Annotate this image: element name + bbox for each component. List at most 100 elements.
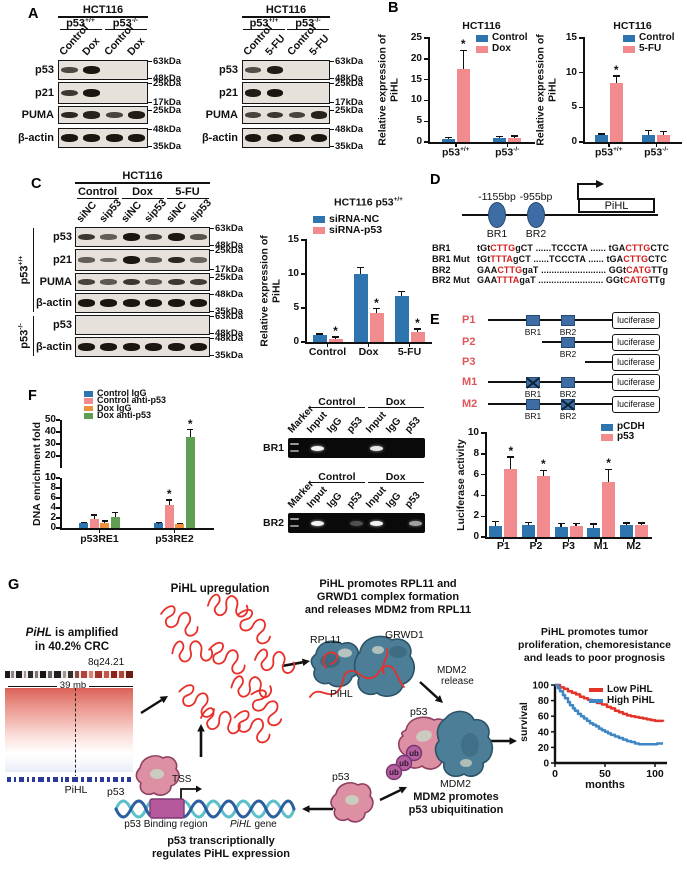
data-bar <box>110 517 120 528</box>
pihl-rna-squiggle <box>254 648 296 674</box>
significance-star: * <box>606 456 611 471</box>
construct-site-box <box>526 314 540 326</box>
kda-tick <box>330 145 334 147</box>
legend-swatch <box>476 35 488 42</box>
survival-chart: 0 20 40 60 80 100 0 50 100 <box>532 681 667 780</box>
protein-band <box>60 89 78 97</box>
legend-swatch <box>601 434 613 441</box>
data-bar <box>89 519 99 528</box>
sup-el: +/+ <box>613 146 623 153</box>
data-bar <box>508 137 522 142</box>
protein-band <box>77 343 95 351</box>
ideogram-segment <box>95 671 102 678</box>
y-tick <box>481 473 485 476</box>
significance-star: * <box>460 37 466 52</box>
pihl-rna-squiggle <box>160 605 199 637</box>
blot-strip <box>75 227 210 247</box>
y-axis-label: Relative expression of PiHL <box>534 34 558 146</box>
error-bar-cap <box>492 520 500 523</box>
sequence-segment: TTg <box>651 264 669 275</box>
complex-title-line3: and releases MDM2 from RPL11 <box>304 604 472 616</box>
panel-d-label: D <box>430 172 441 188</box>
survival-y-tick-label: 80 <box>538 696 550 707</box>
y-tick-label: 30 <box>44 438 56 449</box>
gene-track-segment <box>65 777 69 782</box>
sup-el: +/+ <box>17 255 25 266</box>
p53-free-label: p53 <box>332 771 350 783</box>
error-bar-cap <box>572 522 580 525</box>
kda-label: 48kDa <box>335 73 363 84</box>
y-tick <box>579 37 583 39</box>
p53-binding-region-box <box>149 798 185 819</box>
kda-label: 48kDa <box>215 289 243 300</box>
protein-band <box>288 111 306 119</box>
sequence-mut-segment: CTTG <box>490 243 516 253</box>
protein-band <box>167 299 185 307</box>
genotype-label: p53+/+ <box>238 17 290 30</box>
error-bar-cap <box>80 521 87 523</box>
protein-band <box>190 257 208 263</box>
error-bar-line <box>648 130 650 136</box>
span-el: HCT116 p53 <box>334 196 394 209</box>
error-bar-line <box>625 522 627 525</box>
cytoband-label: 8q24.21 <box>88 657 125 668</box>
x-category-label: P2 <box>529 540 543 552</box>
protein-band <box>128 134 146 142</box>
legend-label: Control IgG <box>97 388 147 398</box>
data-bar <box>79 523 89 528</box>
error-bar-cap <box>622 522 630 524</box>
x-axis <box>428 142 535 144</box>
gel-band <box>369 445 383 451</box>
span-el: p53 <box>442 146 461 159</box>
error-bar-line <box>114 512 116 517</box>
error-bar-cap <box>444 136 452 139</box>
kda-tick <box>148 82 152 84</box>
legend-swatch <box>84 391 93 397</box>
data-bar <box>602 481 616 537</box>
kda-tick <box>210 293 214 295</box>
error-bar-cap <box>539 469 547 472</box>
y-tick <box>579 141 583 143</box>
sequence-segment: gCT <box>515 243 533 253</box>
construct-line <box>585 361 612 363</box>
protein-band <box>60 67 78 73</box>
gel-group-label: Control <box>318 396 356 408</box>
sup-el: -/- <box>662 146 669 153</box>
pihl-gene-rest: gene <box>251 819 277 830</box>
protein-label: p21 <box>35 86 54 99</box>
significance-star: * <box>166 487 172 501</box>
sup-el: +/+ <box>85 17 95 24</box>
kda-label: 35kDa <box>335 141 363 152</box>
kda-label: 48kDa <box>215 333 243 344</box>
span-el: p53 <box>66 17 86 30</box>
gel-band <box>369 520 383 526</box>
data-bar <box>394 295 409 342</box>
panel-e-label: E <box>430 312 440 328</box>
genotype-label: p53-/- <box>282 17 334 30</box>
ideogram-segment <box>11 671 14 678</box>
y-tick-label: 0 <box>416 136 422 147</box>
legend-swatch <box>313 227 325 234</box>
kda-label: 17kDa <box>215 264 243 275</box>
genome-to-rna-arrow-head <box>159 696 168 704</box>
y-tick <box>56 517 60 519</box>
pihl-rna-squiggle <box>171 640 214 663</box>
legend-swatch <box>623 45 635 53</box>
p53-highlight <box>416 730 432 742</box>
y-tick-label: 8 <box>50 482 56 493</box>
side-genotype-bracket <box>33 316 35 356</box>
binding-region-label: p53 Binding region <box>124 819 208 830</box>
kda-tick <box>148 109 152 111</box>
kda-label: 63kDa <box>335 56 363 67</box>
x-category-label: p53+/+ <box>583 146 635 159</box>
complex-title-line1: PiHL promotes RPL11 and <box>319 578 457 590</box>
legend-swatch <box>84 398 93 404</box>
error-bar-line <box>400 291 403 296</box>
sequence-name: BR2 Mut <box>432 275 470 286</box>
x-tick <box>98 530 101 533</box>
y-tick-label: 10 <box>410 94 422 106</box>
position-label: -955bp <box>519 191 553 203</box>
y-tick <box>579 71 583 74</box>
error-bar-cap <box>398 290 405 293</box>
y-tick <box>301 307 305 309</box>
